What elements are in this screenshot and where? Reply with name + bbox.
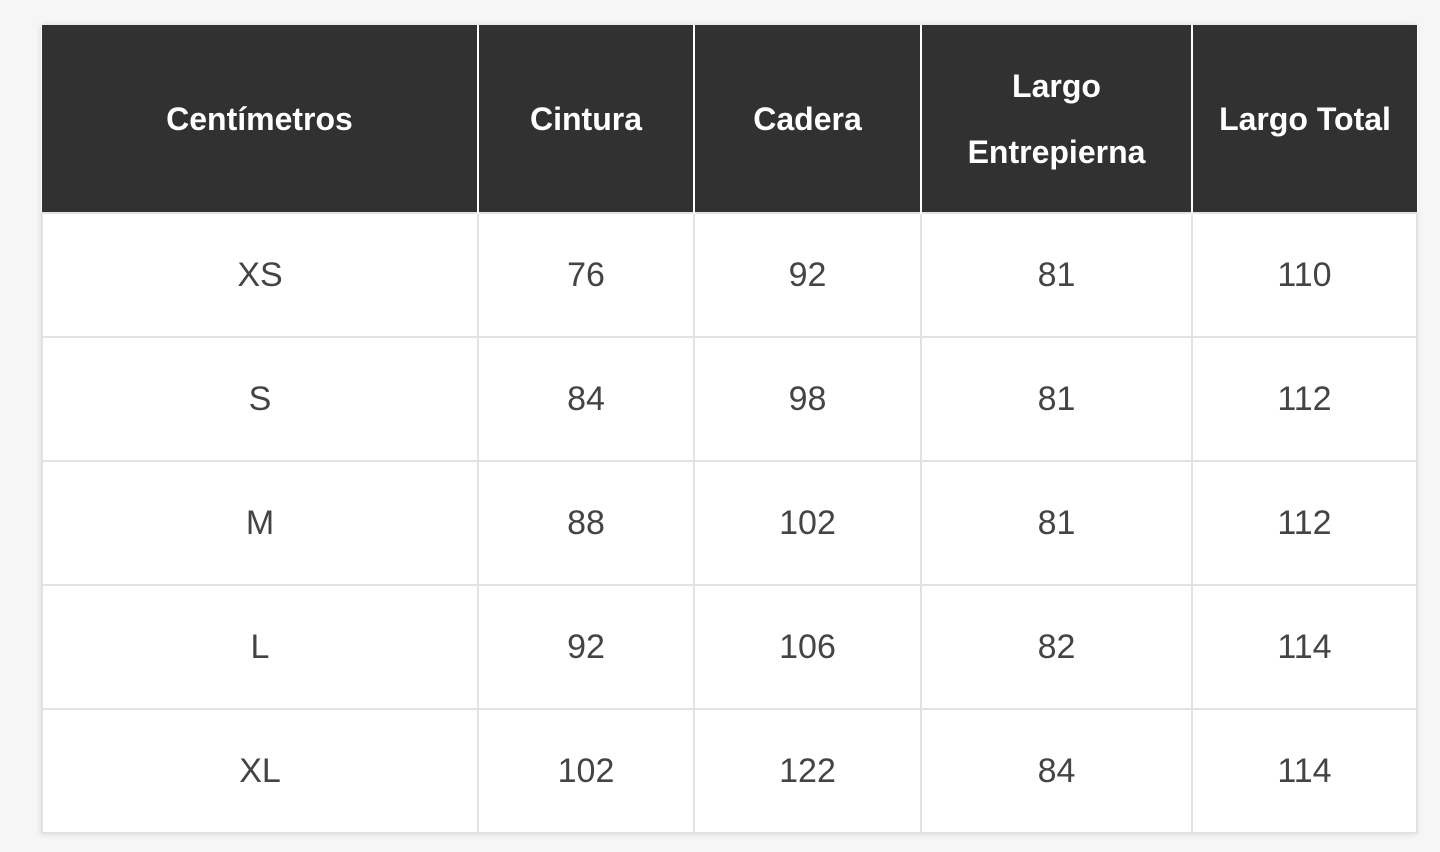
measurement-cell: 84	[920, 708, 1193, 834]
measurement-cell: 122	[693, 708, 922, 834]
measurement-cell: 110	[1191, 212, 1418, 338]
table-row: L 92 106 82 114	[41, 584, 1418, 710]
measurement-cell: 112	[1191, 460, 1418, 586]
table-row: XS 76 92 81 110	[41, 212, 1418, 338]
column-header: Largo Entrepierna	[920, 25, 1192, 213]
size-table-container: Centímetros Cintura Cadera Largo Entrepiern…	[41, 25, 1418, 834]
measurement-cell: 114	[1191, 584, 1418, 710]
measurement-cell: 106	[693, 584, 922, 710]
header-row: Centímetros Cintura Cadera Largo Entrepiern…	[42, 25, 1417, 213]
measurement-cell: 81	[920, 212, 1193, 338]
column-header: Cintura	[477, 25, 694, 213]
size-label: L	[41, 584, 479, 710]
table-row: XL 102 122 84 114	[41, 708, 1418, 834]
measurement-cell: 112	[1191, 336, 1418, 462]
column-header: Cadera	[693, 25, 921, 213]
measurement-cell: 81	[920, 336, 1193, 462]
measurement-cell: 114	[1191, 708, 1418, 834]
column-header: Centímetros	[42, 25, 478, 213]
table-row: M 88 102 81 112	[41, 460, 1418, 586]
measurement-cell: 84	[477, 336, 695, 462]
column-header: Largo Total	[1191, 25, 1417, 213]
size-label: S	[41, 336, 479, 462]
measurement-cell: 88	[477, 460, 695, 586]
measurement-cell: 102	[477, 708, 695, 834]
table-head: Centímetros Cintura Cadera Largo Entrepiern…	[42, 25, 1417, 213]
measurement-cell: 92	[477, 584, 695, 710]
table-row: S 84 98 81 112	[41, 336, 1418, 462]
size-table: Centímetros Cintura Cadera Largo Entrepiern…	[41, 25, 1418, 834]
measurement-cell: 82	[920, 584, 1193, 710]
measurement-cell: 76	[477, 212, 695, 338]
measurement-cell: 98	[693, 336, 922, 462]
size-label: XL	[41, 708, 479, 834]
table-body: XS 76 92 81 110 S 84 98 81 112 M 88 102 81 112 L 92 106 82…	[41, 212, 1418, 834]
measurement-cell: 81	[920, 460, 1193, 586]
measurement-cell: 102	[693, 460, 922, 586]
size-label: XS	[41, 212, 479, 338]
size-label: M	[41, 460, 479, 586]
measurement-cell: 92	[693, 212, 922, 338]
